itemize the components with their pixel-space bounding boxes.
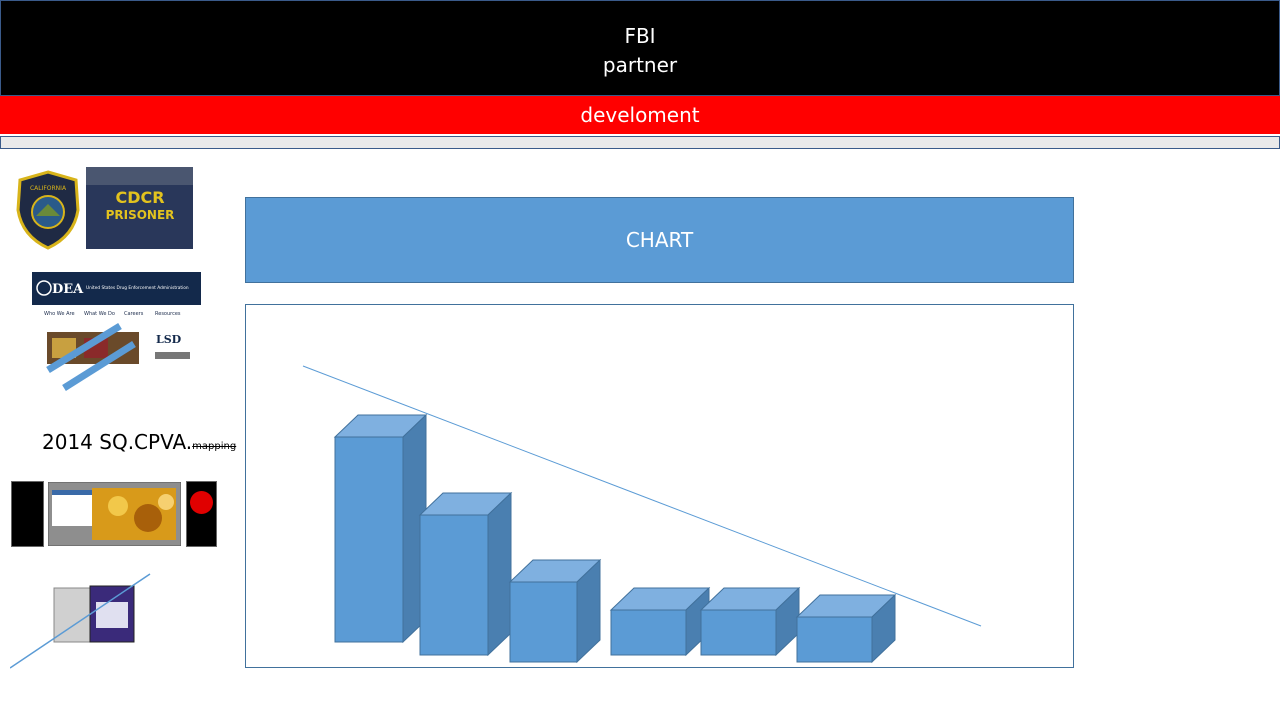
dea-banner: DEA United States Drug Enforcement Admin… [32, 272, 201, 305]
lsd-badge [155, 352, 190, 359]
crossed-thumbnail [46, 323, 139, 391]
caption-main: 2014 SQ.CPVA. [42, 430, 193, 454]
books-image [10, 573, 151, 669]
chart-bar [418, 491, 513, 657]
dea-nav-item: Who We Are [44, 311, 75, 317]
dea-logo-text: DEA [52, 282, 84, 297]
chart-bar [795, 593, 897, 664]
chart-frame [245, 304, 1074, 668]
banner: develoment [0, 96, 1280, 134]
lsd-label: LSD [156, 333, 182, 346]
dea-nav-item: What We Do [84, 311, 115, 317]
jacket-text-2: PRISONER [106, 208, 175, 222]
chart-bar [508, 558, 602, 664]
chart-bar [609, 586, 711, 657]
black-panel [11, 481, 44, 547]
seal-icon: CALIFORNIA [16, 170, 80, 250]
chart-title: CHART [245, 197, 1074, 283]
header-line-2: partner [602, 53, 678, 77]
map-caption: 2014 SQ.CPVA.mapping [42, 430, 236, 454]
bar-chart [302, 365, 982, 664]
red-dot-icon [190, 491, 213, 514]
caption-small: mapping [192, 441, 237, 452]
header-band: FBI partner [0, 0, 1280, 96]
prisoner-jacket-image: CDCR PRISONER [86, 167, 193, 249]
svg-text:CALIFORNIA: CALIFORNIA [30, 185, 67, 192]
chart-bar [333, 413, 428, 644]
trend-line [302, 365, 982, 627]
chart-bar [699, 586, 801, 657]
dea-title-text: United States Drug Enforcement Administr… [86, 285, 189, 291]
header-line-1: FBI [624, 24, 656, 48]
red-dot-panel [186, 481, 217, 547]
dea-nav-item: Careers [124, 311, 144, 317]
fractal-screenshot [48, 482, 181, 546]
jacket-text-1: CDCR [115, 188, 164, 207]
dea-nav-item: Resources [155, 311, 181, 317]
sub-banner [0, 136, 1280, 149]
